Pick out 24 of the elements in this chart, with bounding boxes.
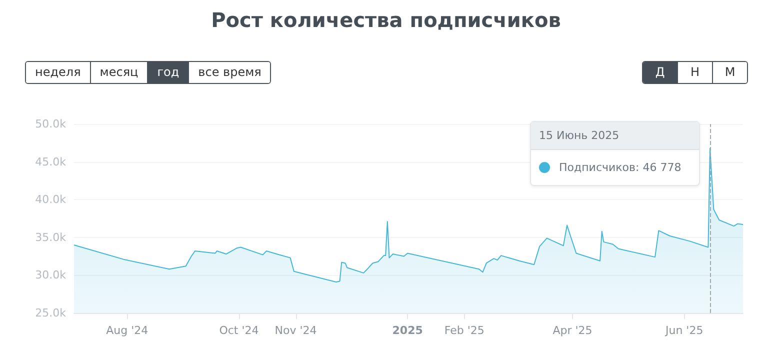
y-tick-label: 45.0k <box>35 155 67 168</box>
y-tick-label: 30.0k <box>35 268 67 282</box>
x-tick-label: Apr '25 <box>552 324 592 337</box>
y-tick-label: 35.0k <box>35 230 67 244</box>
text: неделя <box>26 62 90 83</box>
y-tick-label: 40.0k <box>35 193 67 206</box>
text: месяц <box>90 62 148 83</box>
x-tick-label: 2025 <box>392 324 423 337</box>
text: год <box>147 62 188 83</box>
x-tick-label: Nov '24 <box>274 324 317 337</box>
chart-title: Рост количества подписчиков <box>210 8 562 32</box>
x-tick-label: Aug '24 <box>106 324 148 337</box>
text: Д <box>643 62 677 83</box>
annotation: Подписчиков: 46 778 <box>559 161 682 174</box>
text: все время <box>188 62 270 83</box>
annotation: 15 Июнь 2025 <box>531 122 699 150</box>
text: М <box>712 62 747 83</box>
x-tick-label: Jun '25 <box>664 324 704 337</box>
y-tick-label: 50.0k <box>35 118 67 130</box>
text: Н <box>677 62 712 83</box>
x-tick-label: Oct '24 <box>219 324 259 337</box>
x-tick-label: Feb '25 <box>444 324 484 337</box>
y-tick-label: 25.0k <box>35 306 67 320</box>
tooltip-card: 15 Июнь 2025 Подписчиков: 46 778 <box>530 121 700 186</box>
